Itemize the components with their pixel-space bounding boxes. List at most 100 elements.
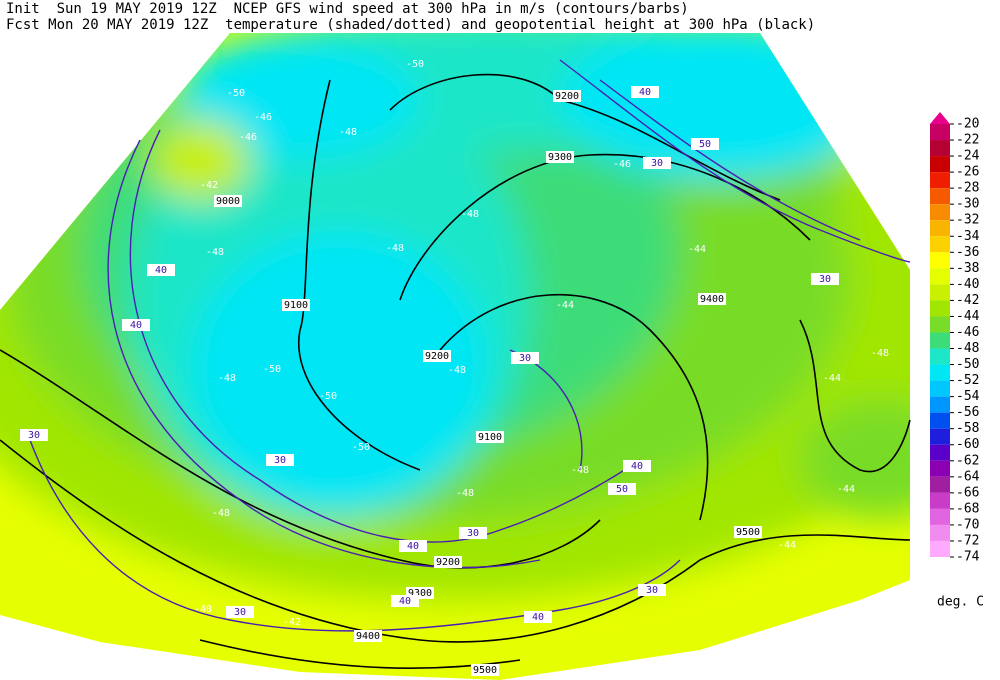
colorbar-label: -40 [956, 277, 979, 292]
temperature-label: -44 [556, 300, 574, 311]
label-background [546, 151, 574, 163]
temperature-label: -46 [254, 112, 272, 123]
label-background [423, 350, 451, 362]
colorbar-box [930, 412, 950, 429]
wind-label: 50 [699, 139, 711, 150]
colorbar-box [930, 508, 950, 525]
height-label: 9400 [700, 294, 724, 305]
wind-label: 40 [532, 612, 544, 623]
wind-label: 40 [399, 596, 411, 607]
temperature-label: -50 [319, 391, 337, 402]
colorbar-box [930, 140, 950, 157]
colorbar-box [930, 460, 950, 477]
map-labels: 9200 9300 9000 9100 9400 9200 9100 9200 9300 9400… [20, 59, 889, 676]
label-background [459, 527, 487, 539]
wind-label: 40 [130, 320, 142, 331]
wind-label: 40 [639, 87, 651, 98]
temperature-label: -48 [339, 127, 357, 138]
label-background [282, 299, 310, 311]
temperature-label: -48 [871, 348, 889, 359]
temperature-label: -40 [194, 604, 212, 615]
label-background [471, 664, 499, 676]
label-background [122, 319, 150, 331]
colorbar-label: -30 [956, 197, 979, 212]
label-background [631, 86, 659, 98]
label-background [734, 526, 762, 538]
label-background [638, 584, 666, 596]
colorbar-label: -28 [956, 181, 979, 196]
label-background [524, 611, 552, 623]
wind-label: 30 [651, 158, 663, 169]
colorbar-label: -38 [956, 261, 979, 276]
label-background [511, 352, 539, 364]
label-background [698, 293, 726, 305]
temperature-label: -42 [200, 180, 218, 191]
height-label: 9200 [436, 557, 460, 568]
label-background [811, 273, 839, 285]
label-background [643, 157, 671, 169]
height-label: 9400 [356, 631, 380, 642]
height-label: 9100 [478, 432, 502, 443]
colorbar-label: -42 [956, 293, 979, 308]
wind-label: 30 [28, 430, 40, 441]
colorbar-box [930, 124, 950, 141]
colorbar-box [930, 284, 950, 301]
colorbar-label: -44 [956, 309, 980, 324]
header-line: Fcst Mon 20 MAY 2019 12Z temperature (sh… [6, 17, 815, 33]
wind-label: 30 [274, 455, 286, 466]
colorbar-label: -68 [956, 501, 979, 516]
height-label: 9200 [555, 91, 579, 102]
colorbar-box [930, 300, 950, 317]
temperature-label: -46 [613, 159, 631, 170]
colorbar-label: -20 [956, 117, 979, 132]
label-background [476, 431, 504, 443]
colorbar-label: -24 [956, 149, 980, 164]
label-background [691, 138, 719, 150]
wind-label: 50 [616, 484, 628, 495]
colorbar-label: -50 [956, 357, 979, 372]
colorbar-box [930, 380, 950, 397]
colorbar-box [930, 492, 950, 509]
temperature-label: -44 [688, 244, 706, 255]
label-background [434, 556, 462, 568]
temperature-label: -46 [239, 132, 257, 143]
height-contours [0, 73, 911, 669]
label-background [399, 540, 427, 552]
wind-label: 30 [467, 528, 479, 539]
temperature-label: -48 [206, 247, 224, 258]
height-label: 9500 [736, 527, 760, 538]
colorbar-box [930, 172, 950, 189]
temperature-label: -48 [461, 209, 479, 220]
colorbar-box [930, 252, 950, 269]
colorbar-label: -66 [956, 485, 979, 500]
colorbar-box [930, 524, 950, 541]
wind-label: 30 [646, 585, 658, 596]
wind-label: 40 [407, 541, 419, 552]
temperature-label: -48 [456, 488, 474, 499]
colorbar-box [930, 188, 950, 205]
temperature-label: -50 [406, 59, 424, 70]
temperature-label: -42 [283, 617, 301, 628]
colorbar-label: -70 [956, 517, 979, 532]
label-background [354, 630, 382, 642]
height-label: 9500 [473, 665, 497, 676]
temperature-label: -50 [352, 442, 370, 453]
height-label: 9300 [548, 152, 572, 163]
wind-label: 30 [234, 607, 246, 618]
colorbar-label: -46 [956, 325, 979, 340]
colorbar-label: -60 [956, 437, 979, 452]
height-label: 9000 [216, 196, 240, 207]
colorbar-box [930, 428, 950, 445]
temperature-label: -48 [571, 465, 589, 476]
height-label: 9100 [284, 300, 308, 311]
colorbar: -20-22-24-26-28-30-32-34-36-38-40-42-44-… [930, 112, 980, 565]
temperature-label: -48 [212, 508, 230, 519]
colorbar-label: -34 [956, 229, 980, 244]
wind-contours [29, 59, 911, 632]
colorbar-box [930, 348, 950, 365]
temperature-label: -48 [386, 243, 404, 254]
colorbar-label: -54 [956, 389, 980, 404]
colorbar-label: -62 [956, 453, 979, 468]
